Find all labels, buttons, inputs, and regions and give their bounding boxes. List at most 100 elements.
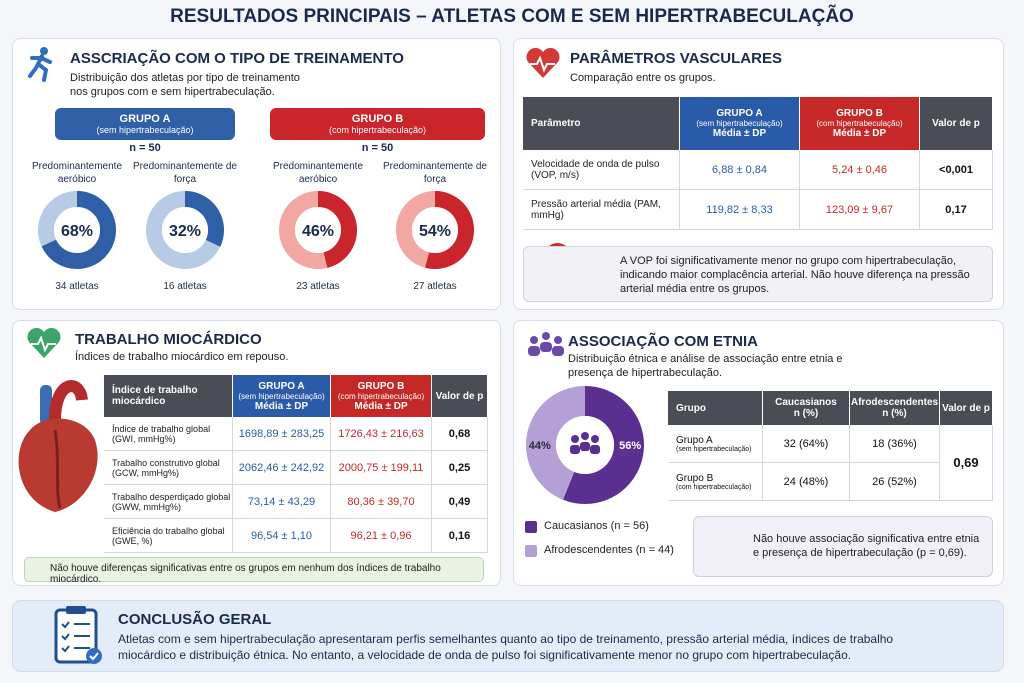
table-cell: 73,14 ± 43,29 xyxy=(233,485,331,519)
table-cell: 0,17 xyxy=(920,190,993,230)
section-subtitle: Índices de trabalho miocárdico em repous… xyxy=(75,351,289,363)
table-cell: Pressão arterial média (PAM, mmHg) xyxy=(523,190,680,230)
header-text: Valor de p xyxy=(932,118,980,129)
table-cell: Índice de trabalho global (GWI, mmHg%) xyxy=(104,417,233,451)
table-header: Índice de trabalho miocárdico xyxy=(104,375,233,417)
donut-count: 34 atletas xyxy=(55,281,99,292)
header-text: Média ± DP xyxy=(832,128,887,139)
cell-text: 123,09 ± 9,67 xyxy=(825,203,894,216)
group-n: n = 50 xyxy=(129,142,161,154)
cell-text: 5,24 ± 0,46 xyxy=(832,163,887,176)
cell-text: 6,88 ± 0,84 xyxy=(712,163,767,176)
table-cell: 0,49 xyxy=(432,485,488,519)
cell-text: 1698,89 ± 283,25 xyxy=(238,427,325,440)
cell-text: 0,68 xyxy=(448,427,471,440)
section-subtitle: Comparação entre os grupos. xyxy=(570,72,716,84)
table-header: Valor de p xyxy=(432,375,488,417)
note-box xyxy=(523,246,993,302)
note-text: Não houve associação significativa entre… xyxy=(753,533,980,559)
table-cell: Grupo A (sem hipertrabeculação) xyxy=(668,425,763,463)
cell-text: 96,21 ± 0,96 xyxy=(350,529,412,542)
group-note: (com hipertrabeculação) xyxy=(328,125,427,135)
header-text: Média ± DP xyxy=(254,400,309,412)
cell-text: 0,17 xyxy=(945,203,967,216)
cell-text: Velocidade de onda de pulso (VOP, m/s) xyxy=(531,158,660,181)
cell-text: Grupo A xyxy=(676,434,713,446)
p-value-cell: 0,69 xyxy=(940,425,993,501)
group-note: (sem hipertrabeculação) xyxy=(96,125,194,135)
group-pill: GRUPO B (com hipertrabeculação) xyxy=(270,108,485,140)
header-text: Média ± DP xyxy=(712,128,767,139)
cell-text: 119,82 ± 8,33 xyxy=(706,203,773,216)
cell-text: 80,36 ± 39,70 xyxy=(347,495,415,508)
cell-text: 24 (48%) xyxy=(783,475,829,488)
group-name: GRUPO A xyxy=(119,113,171,125)
header-text: Índice de trabalho miocárdico xyxy=(112,385,198,407)
cell-text: 1726,43 ± 216,63 xyxy=(338,427,424,440)
cell-text: (com hipertrabeculação) xyxy=(676,483,752,491)
cell-text: Trabalho construtivo global (GCW, mmHg%) xyxy=(112,457,220,478)
header-text: Afrodescendentes xyxy=(850,397,939,408)
section-subtitle: Distribuição dos atletas por tipo de tre… xyxy=(70,72,300,98)
donut-label: Predominantemente aeróbico xyxy=(31,161,123,185)
cell-text: 96,54 ± 1,10 xyxy=(250,529,313,542)
table-cell: <0,001 xyxy=(920,150,993,190)
cell-text: 2000,75 ± 199,11 xyxy=(338,461,424,474)
conclusion-text: Atletas com e sem hipertrabeculação apre… xyxy=(118,632,894,662)
donut-label: Predominantemente aeróbico xyxy=(272,161,364,185)
section-subtitle: Distribuição étnica e análise de associa… xyxy=(568,353,843,379)
cell-text: 26 (52%) xyxy=(872,475,917,488)
header-text: (sem hipertrabeculação) xyxy=(696,119,783,128)
table-header: Valor de p xyxy=(920,97,993,150)
note-text: A VOP foi significativamente menor no gr… xyxy=(620,255,970,295)
table-cell: Trabalho construtivo global (GCW, mmHg%) xyxy=(104,451,233,485)
header-text: n (%) xyxy=(793,408,819,419)
header-text: Caucasianos xyxy=(775,397,837,408)
header-text: (com hipertrabeculação) xyxy=(337,391,425,401)
table-cell: 5,24 ± 0,46 xyxy=(800,150,920,190)
header-text: n (%) xyxy=(882,408,907,419)
header-text: GRUPO A xyxy=(258,380,305,392)
table-cell: 2062,46 ± 242,92 xyxy=(233,451,331,485)
section-title: ASSCRIAÇÃO COM O TIPO DE TREINAMENTO xyxy=(70,50,404,67)
cell-text: Trabalho desperdiçado global (GWW, mmHg%… xyxy=(112,491,231,512)
table-cell: 24 (48%) xyxy=(763,463,850,501)
table-cell: 96,54 ± 1,10 xyxy=(233,519,331,553)
header-text: GRUPO B xyxy=(836,108,883,119)
table-header: Parâmetro xyxy=(523,97,680,150)
cell-text: Eficiência do trabalho global (GWE, %) xyxy=(112,525,225,546)
header-text: Valor de p xyxy=(942,402,990,414)
cell-text: Grupo B xyxy=(676,472,714,484)
panel xyxy=(12,600,1004,672)
cell-text: Pressão arterial média (PAM, mmHg) xyxy=(531,198,661,221)
table-cell: 1698,89 ± 283,25 xyxy=(233,417,331,451)
table-cell: 123,09 ± 9,67 xyxy=(800,190,920,230)
table-header: Valor de p xyxy=(940,391,993,425)
table-cell: 96,21 ± 0,96 xyxy=(331,519,432,553)
p-value: 0,69 xyxy=(953,455,979,470)
table-cell: 0,68 xyxy=(432,417,488,451)
donut-label: Predominantemente de força xyxy=(383,161,487,185)
table-cell: 80,36 ± 39,70 xyxy=(331,485,432,519)
cell-text: (sem hipertrabeculação) xyxy=(676,445,752,453)
table-cell: 0,16 xyxy=(432,519,488,553)
table-cell: Trabalho desperdiçado global (GWW, mmHg%… xyxy=(104,485,233,519)
cell-text: 73,14 ± 43,29 xyxy=(247,495,316,508)
table-cell: Eficiência do trabalho global (GWE, %) xyxy=(104,519,233,553)
cell-text: 0,49 xyxy=(448,495,471,508)
section-title: ASSOCIAÇÃO COM ETNIA xyxy=(568,333,759,350)
legend-label: Afrodescendentes (n = 44) xyxy=(544,544,674,556)
group-pill: GRUPO A (sem hipertrabeculação) xyxy=(55,108,235,140)
table-cell: 0,25 xyxy=(432,451,488,485)
legend-label: Caucasianos (n = 56) xyxy=(544,520,649,532)
donut-label: Predominantemente de força xyxy=(133,161,237,185)
cell-text: 0,16 xyxy=(448,529,471,542)
donut-count: 23 atletas xyxy=(296,281,340,292)
header-text: GRUPO A xyxy=(716,108,763,119)
table-header: Afrodescendentes n (%) xyxy=(850,391,940,425)
section-title: TRABALHO MIOCÁRDICO xyxy=(75,331,262,348)
header-text: Grupo xyxy=(676,402,706,414)
header-text: Média ± DP xyxy=(354,400,408,412)
header-text: GRUPO B xyxy=(357,380,405,392)
